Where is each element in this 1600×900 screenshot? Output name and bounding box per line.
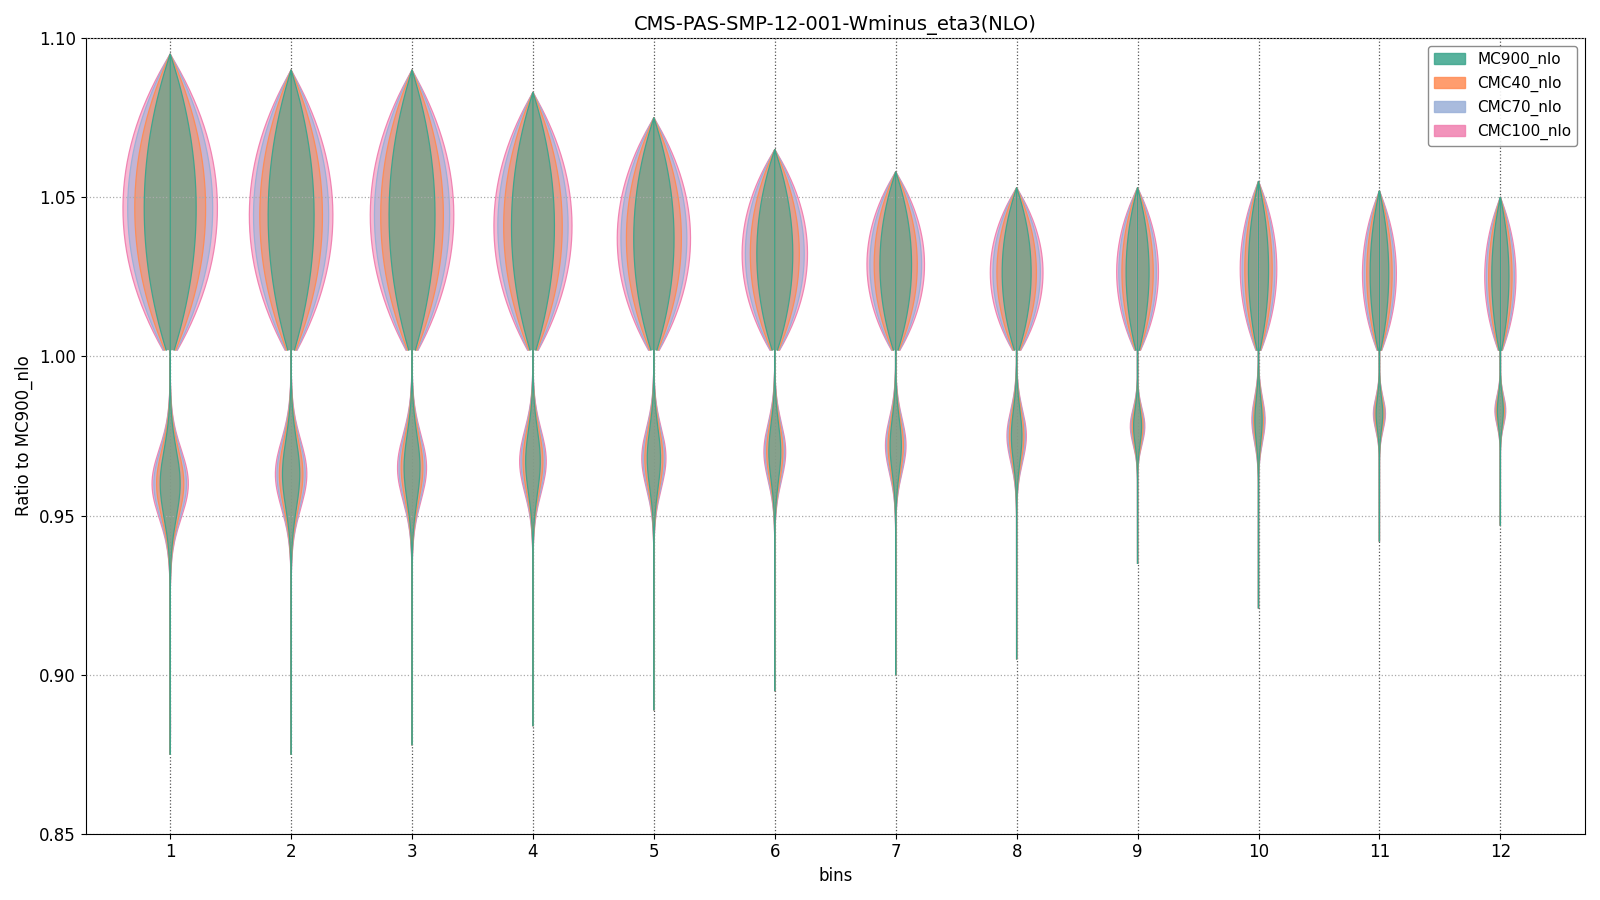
Polygon shape [1365, 191, 1395, 541]
Polygon shape [1366, 191, 1392, 541]
Polygon shape [870, 172, 922, 675]
Polygon shape [1242, 182, 1275, 608]
Polygon shape [1117, 188, 1158, 563]
Polygon shape [389, 70, 435, 744]
Polygon shape [880, 172, 912, 675]
Polygon shape [627, 118, 682, 709]
Polygon shape [746, 149, 805, 690]
Polygon shape [994, 188, 1040, 659]
Polygon shape [370, 70, 454, 744]
Polygon shape [757, 149, 792, 690]
Polygon shape [1370, 191, 1389, 541]
Y-axis label: Ratio to MC900_nlo: Ratio to MC900_nlo [14, 356, 34, 517]
Polygon shape [250, 70, 333, 754]
Polygon shape [1122, 188, 1154, 563]
Polygon shape [123, 54, 218, 754]
Polygon shape [374, 70, 450, 744]
Polygon shape [1491, 197, 1509, 525]
Polygon shape [504, 93, 562, 725]
Polygon shape [512, 93, 555, 725]
Polygon shape [874, 172, 917, 675]
X-axis label: bins: bins [818, 867, 853, 885]
Polygon shape [1002, 188, 1030, 659]
Legend: MC900_nlo, CMC40_nlo, CMC70_nlo, CMC100_nlo: MC900_nlo, CMC40_nlo, CMC70_nlo, CMC100_… [1429, 46, 1578, 146]
Polygon shape [1245, 182, 1272, 608]
Polygon shape [1126, 188, 1149, 563]
Polygon shape [742, 149, 808, 690]
Polygon shape [494, 93, 573, 725]
Polygon shape [634, 118, 674, 709]
Polygon shape [269, 70, 314, 754]
Polygon shape [1363, 191, 1397, 541]
Polygon shape [1485, 197, 1515, 525]
Polygon shape [997, 188, 1037, 659]
Polygon shape [1248, 182, 1269, 608]
Polygon shape [750, 149, 800, 690]
Polygon shape [1118, 188, 1157, 563]
Polygon shape [618, 118, 691, 709]
Polygon shape [867, 172, 925, 675]
Polygon shape [259, 70, 323, 754]
Polygon shape [381, 70, 443, 744]
Polygon shape [1486, 197, 1515, 525]
Polygon shape [498, 93, 568, 725]
Polygon shape [1240, 182, 1277, 608]
Polygon shape [134, 54, 206, 754]
Polygon shape [128, 54, 213, 754]
Title: CMS-PAS-SMP-12-001-Wminus_eta3(NLO): CMS-PAS-SMP-12-001-Wminus_eta3(NLO) [634, 15, 1037, 35]
Polygon shape [1488, 197, 1512, 525]
Polygon shape [621, 118, 686, 709]
Polygon shape [253, 70, 328, 754]
Polygon shape [144, 54, 197, 754]
Polygon shape [990, 188, 1043, 659]
